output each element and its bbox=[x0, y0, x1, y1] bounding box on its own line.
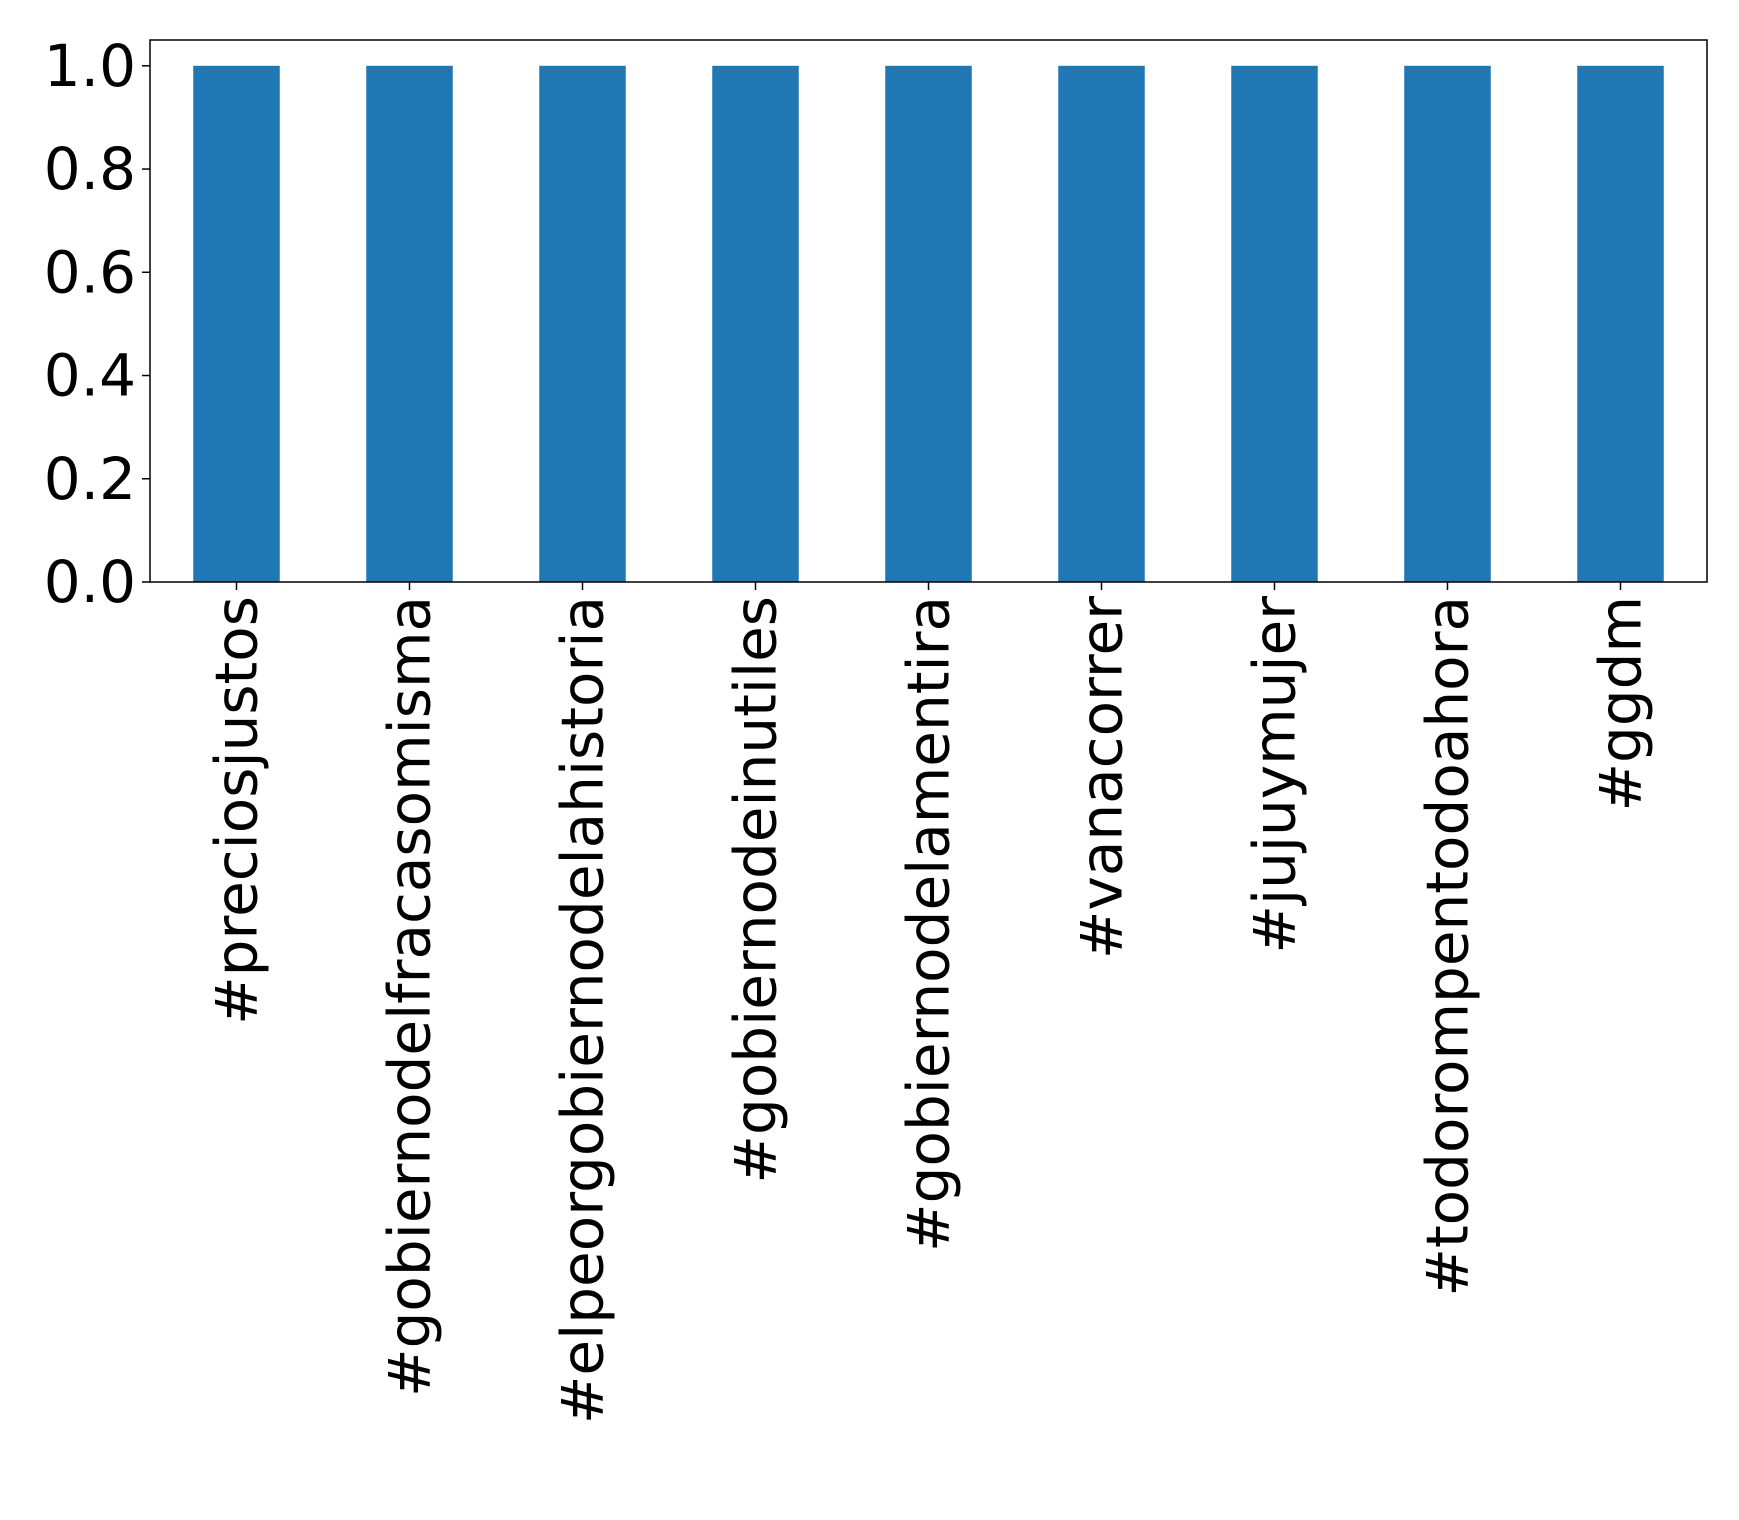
y-tick-label: 1.0 bbox=[44, 32, 136, 100]
x-tick-label: #vanacorrer bbox=[1068, 596, 1136, 959]
bar-8 bbox=[1404, 65, 1491, 583]
x-tick-label: #todorompentodoahora bbox=[1414, 596, 1482, 1297]
bar-2 bbox=[366, 65, 453, 583]
y-tick-label: 0.2 bbox=[44, 445, 136, 513]
y-tick-label: 0.6 bbox=[44, 238, 136, 306]
bar-3 bbox=[539, 65, 626, 583]
bar-1 bbox=[193, 65, 280, 583]
x-tick-label: #gobiernodelfracasomisma bbox=[376, 596, 444, 1397]
bar-4 bbox=[712, 65, 799, 583]
bars-group bbox=[193, 65, 1664, 583]
x-tick-label: #preciosjustos bbox=[203, 596, 271, 1025]
y-tick-label: 0.8 bbox=[44, 135, 136, 203]
x-tick-label: #jujuymujer bbox=[1241, 596, 1309, 954]
bar-7 bbox=[1231, 65, 1318, 583]
bar-6 bbox=[1058, 65, 1145, 583]
x-tick-label: #gobiernodeinutiles bbox=[722, 596, 790, 1184]
x-tick-label: #elpeorgobiernodelahistoria bbox=[549, 596, 617, 1424]
x-tick-label: #ggdm bbox=[1587, 596, 1655, 812]
y-axis: 0.0 0.2 0.4 0.6 0.8 1.0 bbox=[44, 32, 150, 616]
x-tick-label: #gobiernodelamentira bbox=[895, 596, 963, 1252]
bar-5 bbox=[885, 65, 972, 583]
y-tick-label: 0.4 bbox=[44, 342, 136, 410]
bar-9 bbox=[1577, 65, 1664, 583]
x-axis: #preciosjustos #gobiernodelfracasomisma #e… bbox=[203, 582, 1655, 1424]
y-tick-label: 0.0 bbox=[44, 548, 136, 616]
plot-frame bbox=[149, 39, 1708, 583]
